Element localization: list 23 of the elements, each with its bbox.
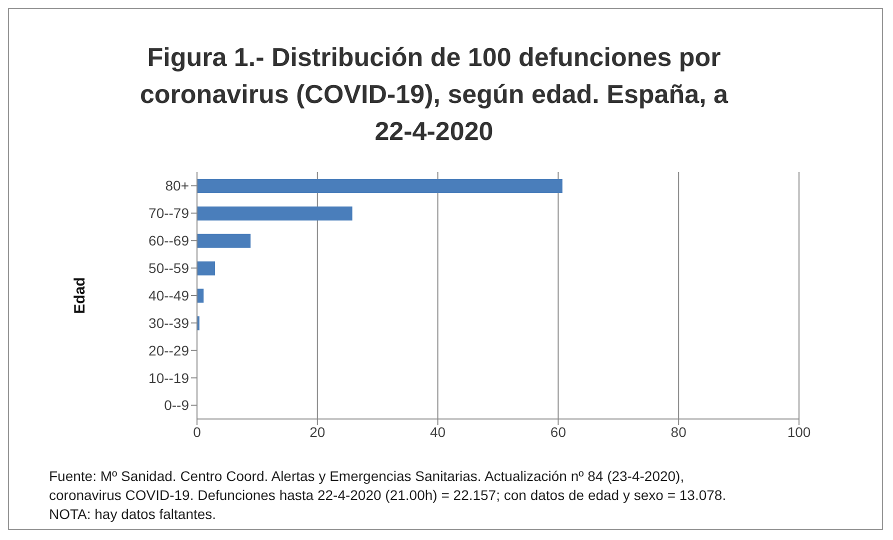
chart-title: Figura 1.- Distribución de 100 defunciones por coronavirus (COVID-19), según edad. España, a 22-4-2020: [138, 41, 730, 148]
x-tick-label: 100: [787, 424, 811, 440]
y-tick-label: 50--59: [148, 260, 190, 276]
bar: [197, 179, 562, 193]
bar: [197, 234, 251, 248]
x-tick-label: 40: [430, 424, 446, 440]
x-tick-label: 0: [193, 424, 202, 440]
bar: [197, 261, 216, 276]
y-tick-label: 10--19: [148, 370, 190, 386]
x-tick-label: 20: [310, 424, 326, 440]
y-tick-label: 0--9: [164, 397, 190, 414]
bar: [197, 206, 352, 220]
y-axis-title: Edad: [71, 277, 88, 314]
source-note: Fuente: Mº Sanidad. Centro Coord. Alertas y Emergencias Sanitarias. Actualización nº 84 (23-4-2020), coronavirus COVID-19. Defunciones hasta 22-4-2020 (21.00h) = 22.157; con datos de edad y sexo = 13.078. NOTA: hay datos faltantes.: [49, 467, 728, 524]
x-tick-label: 60: [550, 424, 566, 440]
x-tick-label: 80: [670, 424, 687, 440]
y-tick-label: 40--49: [148, 287, 190, 304]
y-tick-label: 20--29: [148, 342, 190, 358]
y-tick-label: 80+: [165, 178, 189, 194]
bar: [197, 288, 204, 303]
y-tick-label: 60--69: [148, 232, 190, 249]
y-tick-label: 30--39: [148, 314, 190, 331]
y-tick-label: 70--79: [148, 205, 190, 222]
